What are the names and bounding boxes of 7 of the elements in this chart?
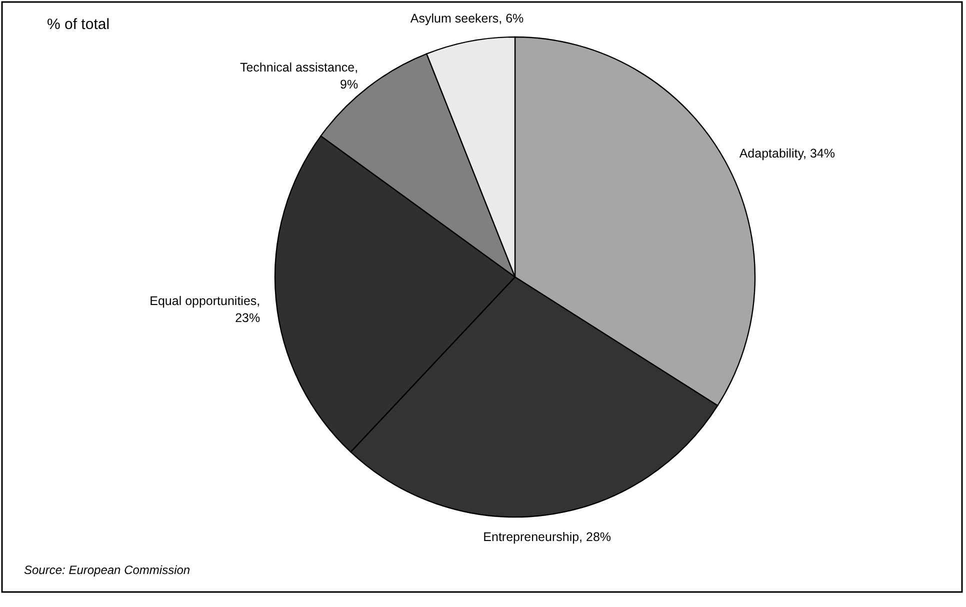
slice-label: Asylum seekers, 6%: [410, 12, 524, 26]
source-note: Source: European Commission: [24, 563, 190, 577]
slice-label: Technical assistance, 9%: [240, 60, 358, 92]
chart-title: % of total: [47, 16, 110, 33]
slice-label: Equal opportunities, 23%: [150, 294, 260, 326]
slice-label: Adaptability, 34%: [739, 146, 836, 161]
slice-label: Entrepreneurship, 28%: [483, 530, 612, 544]
